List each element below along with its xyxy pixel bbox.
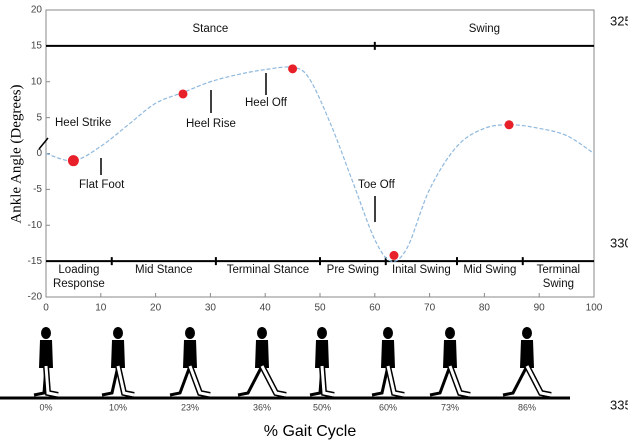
figure-part [170,366,190,395]
y-axis-label: Ankle Angle (Degrees) [8,84,24,223]
event-marker [389,251,398,260]
phase-label: Pre Swing [322,263,384,277]
figure-part [443,340,457,368]
event-marker [179,89,188,98]
figure-part [183,340,197,368]
event-marker [505,120,514,129]
gait-figure [310,327,334,395]
figure-part [527,366,551,395]
event-marker [288,64,297,73]
figure-part [381,340,395,368]
chart: % Gait Cycle Ankle Angle (Degrees) 0 10 20… [0,0,628,442]
phase-label: Stance [48,22,373,36]
ankle-angle-line [46,67,594,261]
right-label: 325 [610,13,628,28]
y-tick-label: 15 [31,41,43,52]
phase-label: Terminal Stance [218,263,318,277]
y-tick-label: 0 [36,148,42,159]
x-tick-label: 60 [369,303,381,314]
figure-percent: 10% [109,402,127,412]
figure-part [322,366,334,395]
y-tick-label: 5 [36,112,42,123]
figure-part [102,366,118,395]
figure-part [255,340,269,368]
y-tick-label: -5 [33,184,42,195]
x-tick-label: 0 [43,303,49,314]
annotation: Toe Off [358,179,396,191]
annotation: Heel Rise [186,118,236,130]
event-marker [68,155,79,166]
x-tick-label: 100 [586,303,603,314]
x-tick-label: 90 [534,303,546,314]
figure-part [522,327,532,339]
figure-part [257,327,267,339]
figure-part [111,340,125,368]
gait-figure [503,327,551,395]
x-tick-label: 70 [424,303,436,314]
right-label: 335 [610,397,628,412]
x-tick-label: 30 [205,303,217,314]
figure-part [520,340,534,368]
y-tick-label: 10 [31,76,43,87]
annotation: Flat Foot [79,179,125,191]
phase-label: Inital Swing [388,263,455,277]
y-tick-label: -10 [28,220,43,231]
x-axis-label: % Gait Cycle [264,423,357,440]
figure-part [372,366,388,395]
figure-percent: 23% [181,402,199,412]
figure-part [445,327,455,339]
annotation: Heel Off [245,97,288,109]
x-tick-label: 20 [150,303,162,314]
gait-figure [430,327,470,395]
figure-part [262,366,286,395]
figure-part [317,327,327,339]
gait-figure [34,327,58,395]
figure-percent: 73% [441,402,459,412]
figure-part [46,366,58,395]
figure-percent: 60% [379,402,397,412]
gait-figure [238,327,286,395]
phase-label: Mid Swing [459,263,521,277]
gait-figure [372,327,404,395]
figure-percent: 0% [39,402,52,412]
phase-label: Loading Response [48,263,110,291]
phase-label: Terminal Swing [525,263,592,291]
phase-label: Swing [377,22,592,36]
figure-part [39,340,53,368]
x-tick-label: 40 [260,303,272,314]
figure-part [238,366,262,395]
page: % Gait Cycle Ankle Angle (Degrees) 0 10 20… [0,0,628,442]
y-tick-label: -15 [28,256,43,267]
plot-frame [46,10,594,297]
figure-percent: 36% [253,402,271,412]
annotation-pointer [39,138,48,149]
figure-part [41,327,51,339]
y-tick-label: -20 [28,292,43,303]
figure-part [185,327,195,339]
figure-percent: 50% [313,402,331,412]
phase-label: Mid Stance [114,263,214,277]
figure-part [315,340,329,368]
x-tick-label: 50 [314,303,326,314]
gait-figure [170,327,210,395]
right-label: 330 [610,235,628,250]
figure-percent: 86% [518,402,536,412]
y-tick-label: 20 [31,5,43,16]
x-tick-label: 10 [95,303,107,314]
x-tick-label: 80 [479,303,491,314]
figure-part [113,327,123,339]
figure-part [383,327,393,339]
annotation: Heel Strike [55,117,111,129]
gait-figure [102,327,134,395]
figure-part [430,366,450,395]
figure-part [503,366,527,395]
